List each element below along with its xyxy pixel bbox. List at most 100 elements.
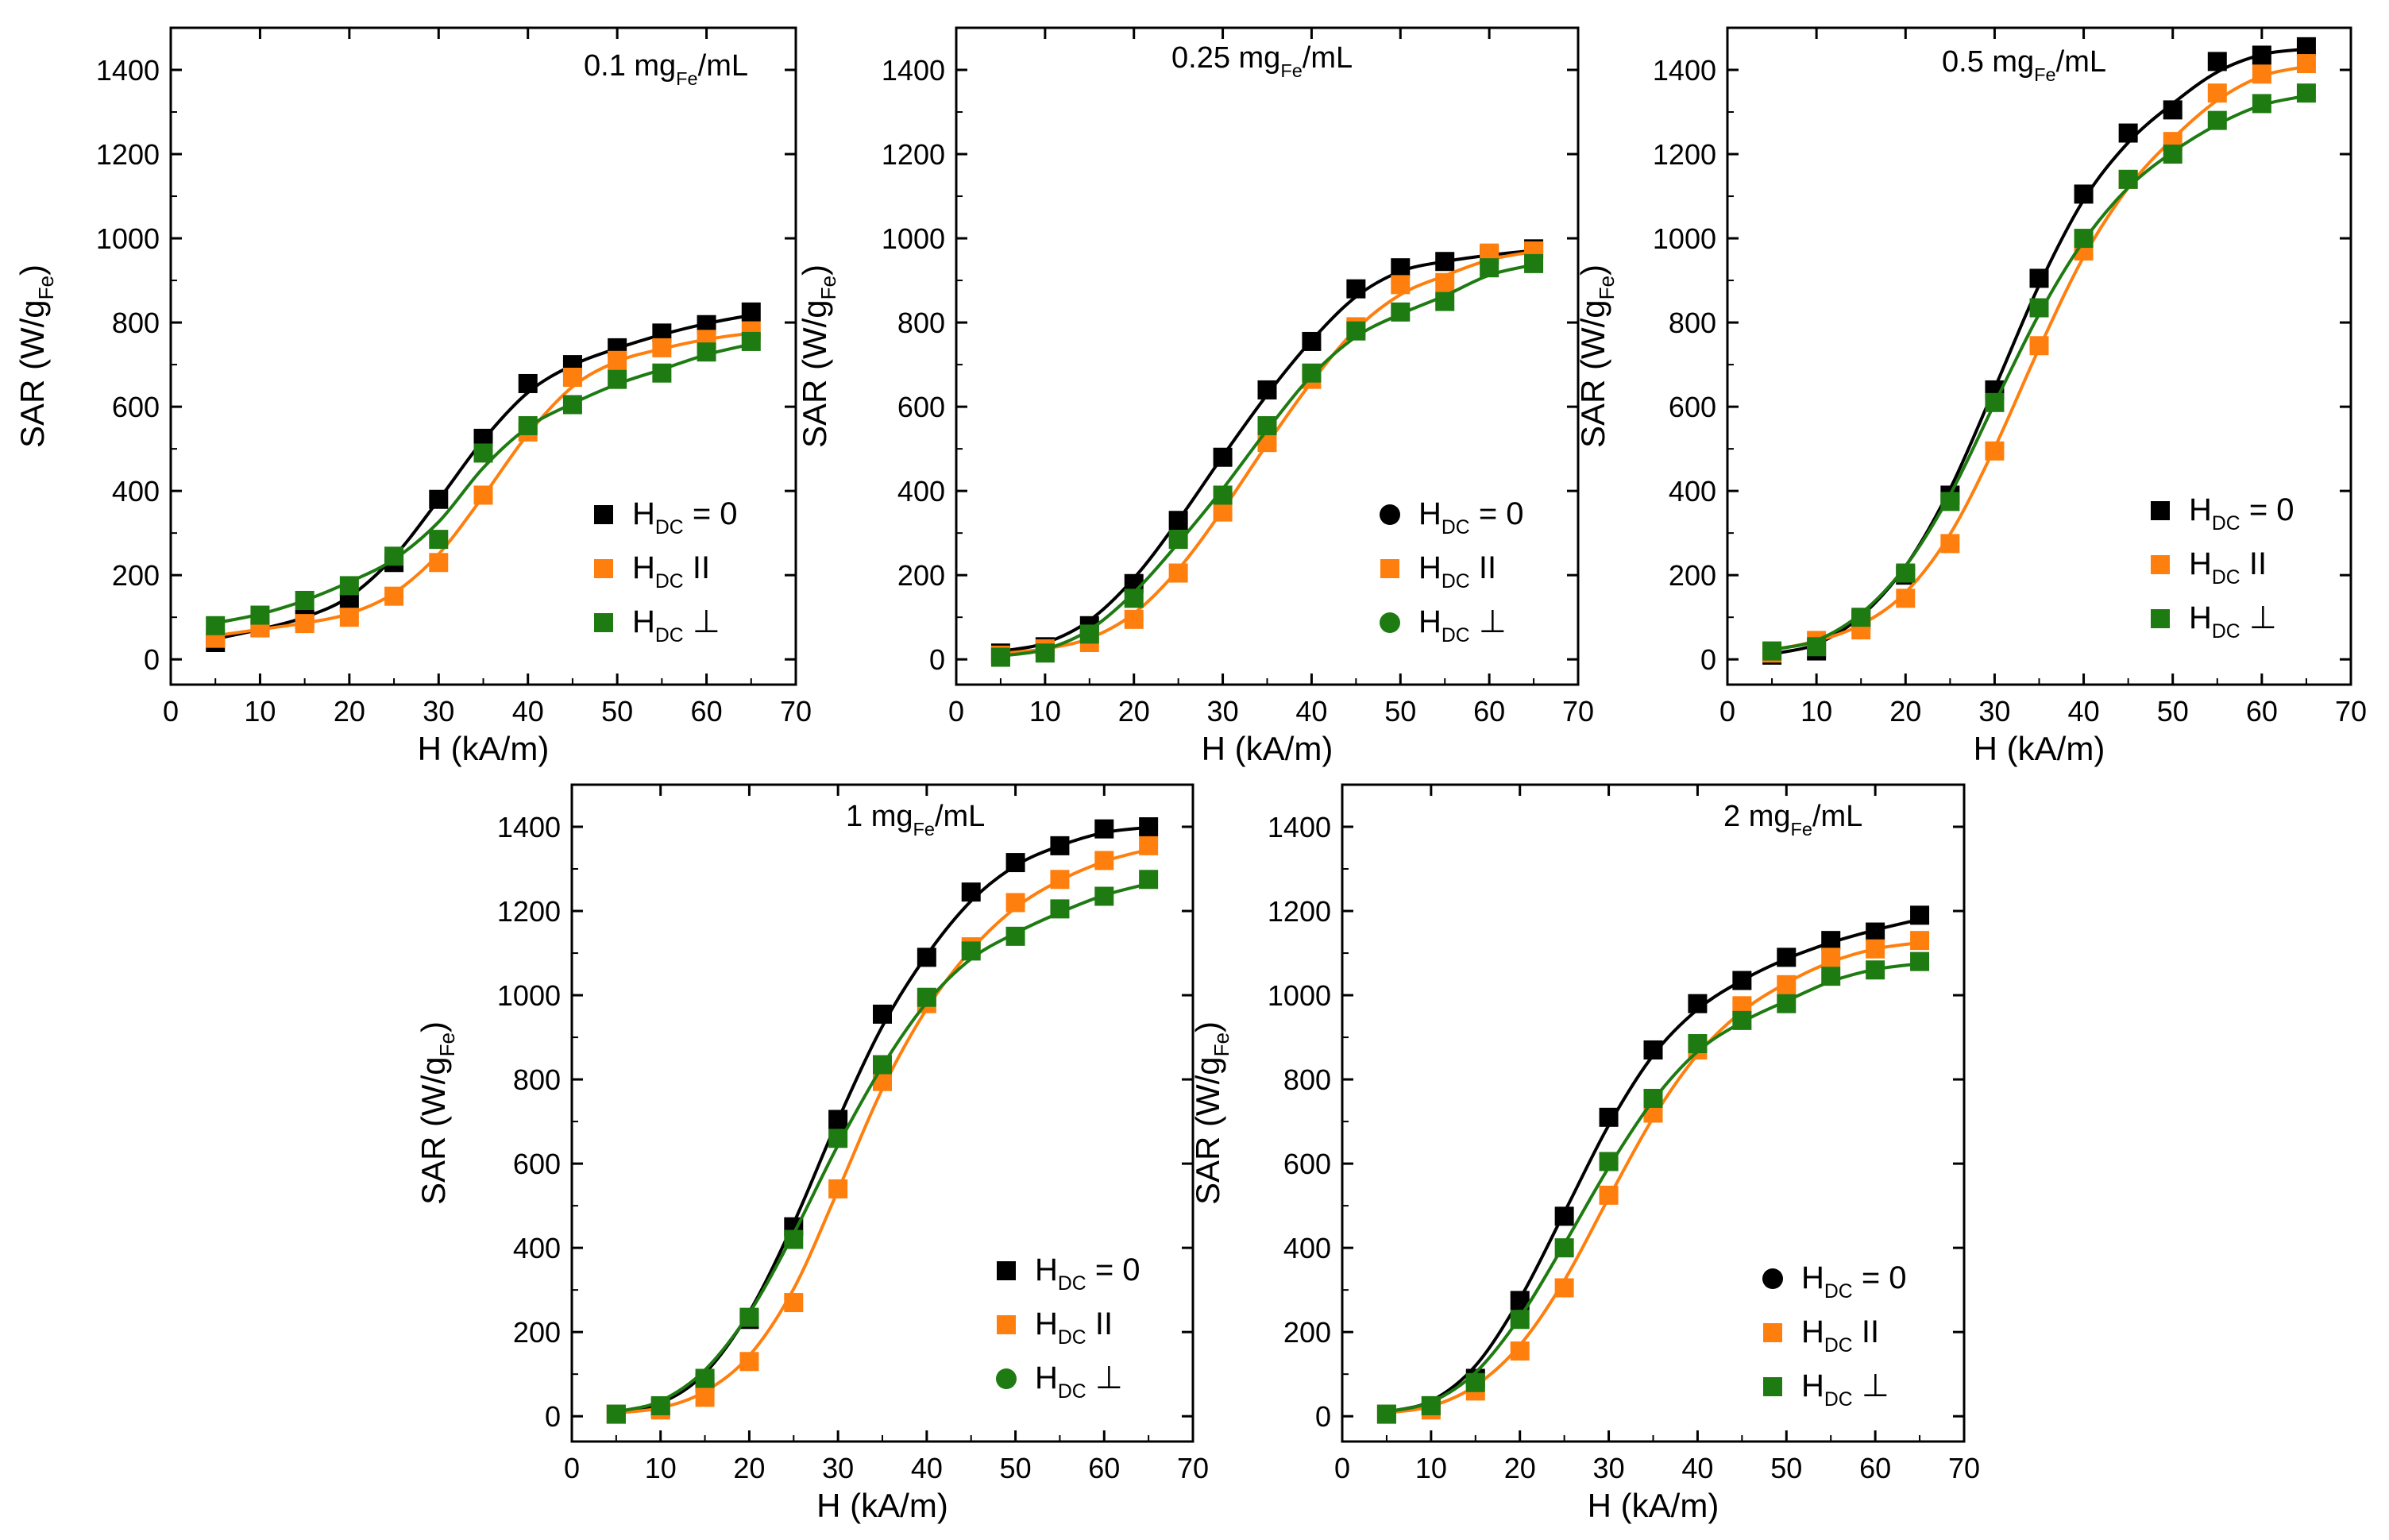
data-point	[1821, 948, 1841, 967]
y-tick-label: 0	[929, 643, 945, 676]
legend-label-suffix: ⊥	[1853, 1368, 1889, 1403]
y-tick-label: 400	[1669, 475, 1716, 508]
data-point	[1851, 608, 1871, 627]
data-point	[1213, 502, 1233, 522]
data-point	[1866, 960, 1885, 980]
legend-label-suffix: = 0	[1470, 496, 1524, 531]
x-tick-label: 10	[1029, 695, 1061, 728]
data-point	[739, 1307, 759, 1327]
y-tick-label: 800	[1283, 1063, 1331, 1096]
legend-label-main: H	[1801, 1314, 1824, 1349]
legend-marker	[1380, 559, 1399, 578]
y-tick-label: 1400	[1653, 54, 1716, 87]
data-point	[1124, 609, 1144, 629]
data-point	[1257, 415, 1277, 435]
data-point	[1050, 899, 1070, 919]
data-point	[1910, 931, 1930, 951]
panel-4: 0 10 20 30 40 50 60 70 0 200 400 600 800 1000 1200 1400…	[415, 783, 1209, 1524]
fit-line	[616, 882, 1149, 1414]
legend-label-suffix: II	[2240, 546, 2267, 581]
panel-title: 1 mgFe/mL	[846, 800, 985, 839]
y-axis-title-sub: Fe	[1210, 1032, 1233, 1056]
data-point	[1168, 530, 1188, 550]
legend-label-sub: DC	[2212, 621, 2240, 643]
data-point	[1940, 492, 1960, 511]
panel-title: 0.25 mgFe/mL	[1171, 41, 1353, 81]
fit-line	[1000, 249, 1534, 655]
data-point	[2163, 100, 2183, 120]
legend-label-suffix: ⊥	[1086, 1361, 1123, 1395]
y-tick-label: 400	[112, 475, 160, 508]
legend-label: HDC ⊥	[1035, 1361, 1123, 1403]
data-point	[2207, 83, 2227, 103]
data-point	[1094, 851, 1114, 870]
data-point	[741, 331, 761, 351]
data-point	[1910, 951, 1930, 971]
data-point	[608, 350, 627, 370]
x-axis-title: H (kA/m)	[1202, 730, 1333, 767]
y-tick-label: 800	[897, 307, 945, 339]
y-axis-title-main: SAR (W/g	[415, 1056, 452, 1205]
data-point	[1391, 302, 1411, 322]
x-tick-label: 10	[645, 1452, 677, 1484]
data-point	[295, 590, 315, 610]
data-point	[518, 415, 538, 435]
legend-label-sub: DC	[655, 517, 684, 538]
data-point	[206, 616, 226, 635]
legend-marker	[594, 559, 613, 578]
panel-title-main: 0.25 mg	[1171, 41, 1280, 75]
data-point	[1599, 1185, 1619, 1205]
panel-1: 0 10 20 30 40 50 60 70 0 200 400 600 800 1000 1200 1400…	[14, 26, 812, 767]
data-point	[695, 1388, 715, 1407]
data-point	[917, 948, 936, 967]
data-point	[1346, 279, 1366, 299]
y-axis-title-main: SAR (W/g	[1189, 1056, 1226, 1205]
y-tick-label: 0	[1700, 643, 1716, 676]
data-point	[1124, 589, 1144, 608]
y-tick-label: 1200	[497, 895, 561, 928]
x-axis-title: H (kA/m)	[418, 730, 550, 767]
data-point	[961, 941, 981, 961]
data-point	[2118, 169, 2138, 189]
x-tick-label: 70	[2335, 695, 2367, 728]
y-axis-title-main: SAR (W/g	[14, 299, 51, 448]
data-point	[473, 485, 493, 505]
legend-label-sub: DC	[1824, 1335, 1853, 1357]
data-point	[1139, 836, 1159, 855]
panel-title-suffix: /mL	[1812, 800, 1862, 833]
y-tick-label: 200	[897, 559, 945, 592]
legend-label-sub: DC	[1058, 1327, 1086, 1349]
data-point	[1866, 939, 1885, 959]
data-point	[384, 586, 404, 606]
legend-label-suffix: = 0	[1853, 1260, 1907, 1295]
y-tick-label: 1000	[1268, 979, 1331, 1012]
y-axis-title: SAR (W/gFe)	[415, 1021, 459, 1205]
legend-label: HDC = 0	[632, 496, 738, 538]
data-point	[562, 395, 582, 415]
y-tick-label: 600	[112, 391, 160, 423]
data-point	[1421, 1395, 1441, 1415]
panel-title-suffix: /mL	[935, 800, 985, 833]
panel-title-suffix: /mL	[2056, 45, 2106, 79]
x-tick-label: 20	[334, 695, 365, 728]
fit-line	[616, 847, 1149, 1415]
x-tick-label: 60	[1088, 1452, 1120, 1484]
x-tick-label: 10	[1415, 1452, 1447, 1484]
data-point	[1005, 853, 1025, 873]
legend-label: HDC II	[1035, 1306, 1113, 1349]
data-point	[1213, 485, 1233, 505]
data-point	[2252, 45, 2271, 65]
x-tick-label: 50	[601, 695, 633, 728]
data-point	[828, 1179, 848, 1198]
x-tick-label: 0	[1334, 1452, 1350, 1484]
x-tick-label: 20	[1889, 695, 1921, 728]
legend-label-main: H	[1801, 1260, 1824, 1295]
legend-label-sub: DC	[1824, 1281, 1853, 1303]
y-tick-label: 1400	[497, 811, 561, 843]
x-axis-title: H (kA/m)	[1974, 730, 2105, 767]
data-point	[1940, 534, 1960, 554]
legend-label-main: H	[2189, 492, 2212, 527]
data-point	[429, 530, 449, 550]
